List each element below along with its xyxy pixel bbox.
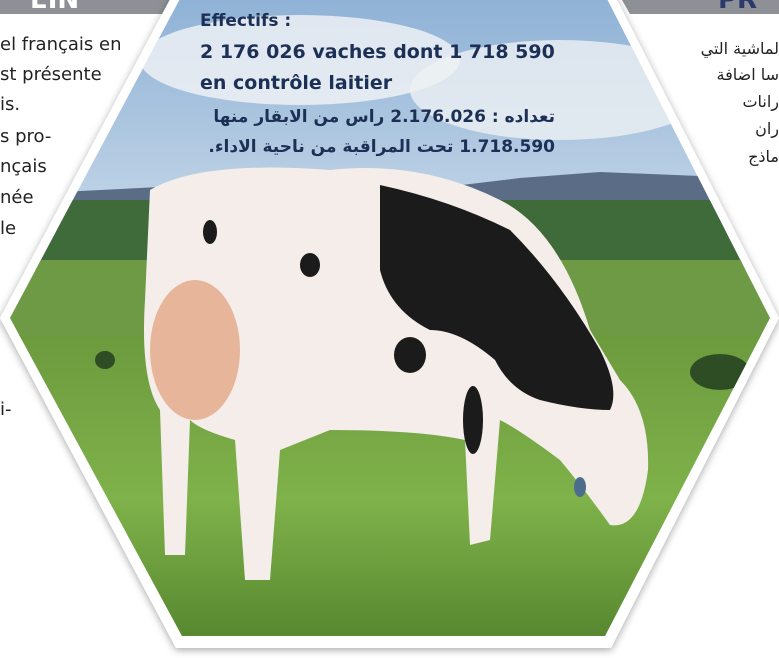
- header-band: [0, 0, 172, 14]
- text-line: le: [0, 218, 16, 239]
- text-line: سا اضافة: [717, 65, 779, 84]
- text-line: i-: [0, 399, 12, 420]
- caption-title: Effectifs :: [200, 11, 291, 31]
- text-line: is.: [0, 94, 20, 115]
- text-line: رانات: [742, 92, 779, 112]
- text-line: el français en: [0, 34, 121, 55]
- brochure-page: EIN PR el français en st présente is. s …: [0, 0, 779, 658]
- caption-line: 2 176 026 vaches dont 1 718 590: [200, 41, 555, 63]
- caption-line: en contrôle laitier: [200, 72, 393, 94]
- header-left: EIN: [30, 0, 79, 15]
- text-line: ماذج: [748, 147, 779, 167]
- right-column: لماشية التي سا اضافة رانات ران ماذج: [701, 39, 779, 167]
- header-right: PR: [718, 0, 757, 15]
- text-line: st présente: [0, 64, 102, 85]
- page: EIN PR el français en st présente is. s …: [0, 0, 779, 658]
- caption-arabic: تعداده : 2.176.026 راس من الابقار منها: [213, 107, 555, 127]
- text-line: لماشية التي: [701, 39, 779, 59]
- text-line: nçais: [0, 156, 47, 177]
- text-line: née: [0, 187, 34, 208]
- text-line: ران: [755, 119, 779, 139]
- caption-arabic: 1.718.590 تحت المراقبة من ناحية الاداء.: [208, 137, 555, 157]
- text-line: s pro-: [0, 126, 51, 147]
